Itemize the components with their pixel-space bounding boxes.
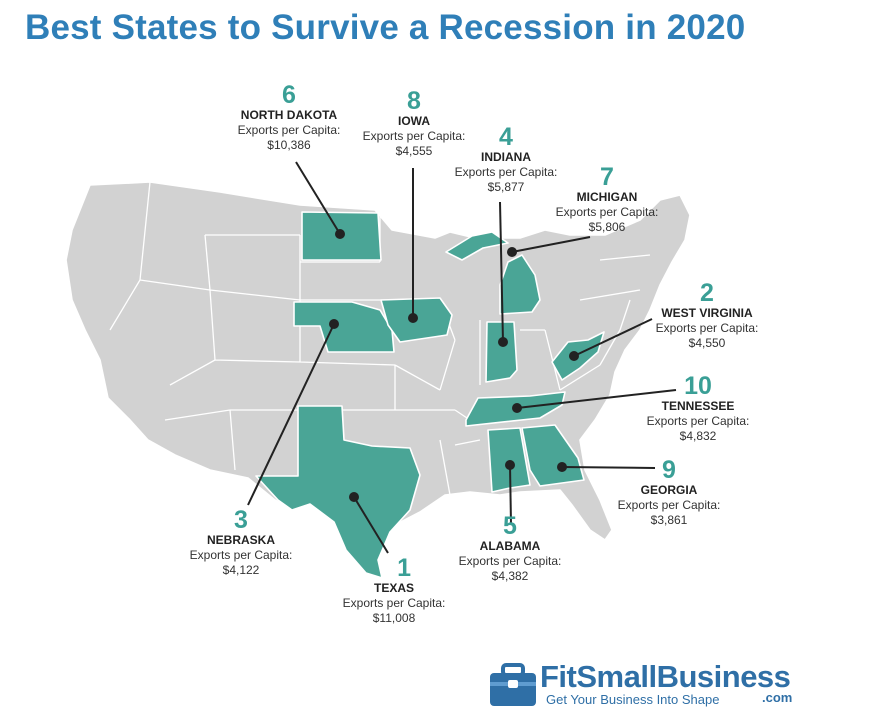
state-michigan-lower: [499, 254, 541, 315]
marker-alabama: [505, 460, 515, 470]
metric-value: $5,806: [588, 220, 626, 234]
callout-tennessee: 10 TENNESSEE Exports per Capita: $4,832: [637, 373, 759, 444]
callout-georgia: 9 GEORGIA Exports per Capita: $3,861: [608, 457, 730, 528]
marker-iowa: [408, 313, 418, 323]
metric-value: $4,550: [688, 336, 726, 350]
metric-label: Exports per Capita:: [362, 129, 466, 143]
state-texas: [255, 405, 421, 579]
metric-label: Exports per Capita:: [454, 165, 558, 179]
callout-iowa: 8 IOWA Exports per Capita: $4,555: [353, 88, 475, 159]
state-markers: [329, 229, 579, 502]
metric-label: Exports per Capita:: [189, 548, 293, 562]
state-nebraska: [293, 301, 395, 353]
callout-alabama: 5 ALABAMA Exports per Capita: $4,382: [449, 513, 571, 584]
callout-indiana: 4 INDIANA Exports per Capita: $5,877: [445, 124, 567, 195]
callout-west-virginia: 2 WEST VIRGINIA Exports per Capita: $4,5…: [648, 280, 766, 351]
rank-label: 3: [234, 506, 248, 534]
state-name: MICHIGAN: [576, 190, 638, 204]
logo-tagline: Get Your Business Into Shape: [546, 692, 720, 707]
state-georgia: [521, 424, 585, 487]
state-name: IOWA: [398, 114, 430, 128]
rank-label: 1: [397, 554, 411, 582]
rank-label: 7: [600, 163, 614, 191]
map-title: Best States to Survive a Recession in 20…: [25, 8, 746, 47]
metric-value: $4,832: [679, 429, 717, 443]
metric-label: Exports per Capita:: [458, 554, 562, 568]
metric-label: Exports per Capita:: [617, 498, 721, 512]
logo-dotcom: .com: [762, 690, 793, 705]
rank-label: 10: [684, 372, 712, 400]
state-name: WEST VIRGINIA: [661, 306, 753, 320]
state-borders: [109, 181, 651, 496]
marker-nebraska: [329, 319, 339, 329]
state-name: NEBRASKA: [206, 533, 275, 547]
callout-north-dakota: 6 NORTH DAKOTA Exports per Capita: $10,3…: [228, 82, 350, 153]
state-name: GEORGIA: [640, 483, 698, 497]
rank-label: 6: [282, 81, 296, 109]
rank-label: 8: [407, 87, 421, 115]
state-indiana: [485, 321, 518, 383]
state-name: NORTH DAKOTA: [240, 108, 338, 122]
state-name: TEXAS: [373, 581, 414, 595]
marker-west-virginia: [569, 351, 579, 361]
marker-michigan: [507, 247, 517, 257]
metric-label: Exports per Capita:: [655, 321, 759, 335]
metric-label: Exports per Capita:: [646, 414, 750, 428]
marker-indiana: [498, 337, 508, 347]
state-alabama: [487, 427, 531, 493]
metric-label: Exports per Capita:: [342, 596, 446, 610]
metric-value: $3,861: [650, 513, 688, 527]
metric-value: $4,382: [491, 569, 529, 583]
rank-label: 4: [499, 123, 513, 151]
callout-michigan: 7 MICHIGAN Exports per Capita: $5,806: [546, 164, 668, 235]
rank-label: 5: [503, 512, 517, 540]
callout-texas: 1 TEXAS Exports per Capita: $11,008: [333, 555, 455, 626]
state-name: INDIANA: [481, 150, 531, 164]
marker-texas: [349, 492, 359, 502]
leader-lines: [247, 161, 677, 554]
logo: FitSmallBusiness Get Your Business Into …: [540, 659, 792, 708]
metric-value: $10,386: [267, 138, 311, 152]
callout-nebraska: 3 NEBRASKA Exports per Capita: $4,122: [180, 507, 302, 578]
logo-name: FitSmallBusiness: [540, 659, 791, 694]
marker-georgia: [557, 462, 567, 472]
state-name: ALABAMA: [479, 539, 541, 553]
metric-label: Exports per Capita:: [555, 205, 659, 219]
marker-tennessee: [512, 403, 522, 413]
briefcase-icon: [490, 663, 536, 706]
state-michigan-upper: [445, 231, 509, 261]
marker-north-dakota: [335, 229, 345, 239]
metric-value: $5,877: [487, 180, 525, 194]
metric-value: $4,555: [395, 144, 433, 158]
metric-label: Exports per Capita:: [237, 123, 341, 137]
rank-label: 2: [700, 279, 714, 307]
state-name: TENNESSEE: [661, 399, 735, 413]
metric-value: $4,122: [222, 563, 260, 577]
metric-value: $11,008: [372, 611, 416, 625]
rank-label: 9: [662, 456, 676, 484]
